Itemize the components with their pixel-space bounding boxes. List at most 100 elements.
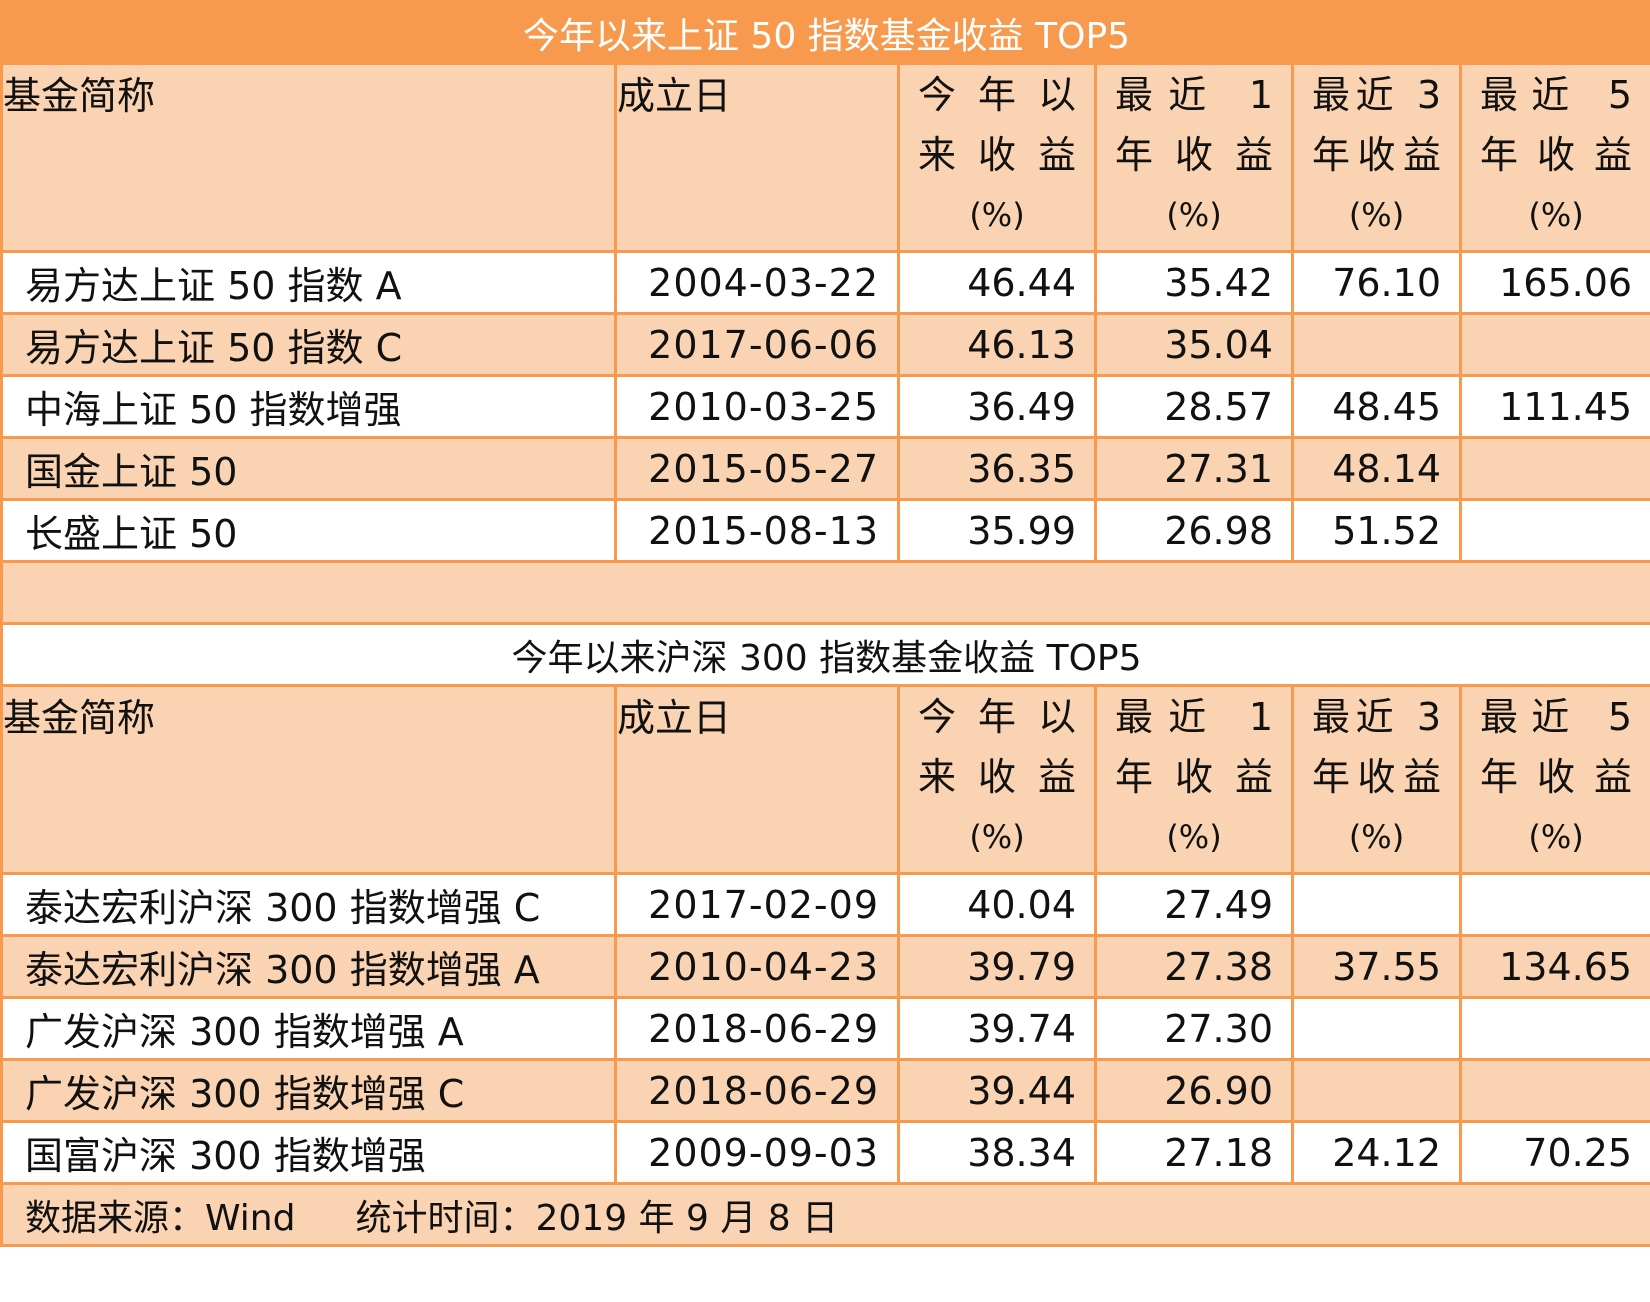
spacer-cell <box>0 560 1650 625</box>
table-row: 国富沪深 300 指数增强 2009-09-03 38.34 27.18 24.12 70… <box>0 1120 1650 1185</box>
table-row: 易方达上证 50 指数 C 2017-06-06 46.13 35.04 <box>0 312 1650 377</box>
inception-date-cell: 2018-06-29 <box>614 996 900 1061</box>
return-1y-cell: 35.42 <box>1094 250 1294 315</box>
header-fund-name: 基金简称 <box>0 62 617 253</box>
ytd-return-cell: 40.04 <box>897 872 1097 937</box>
inception-date-cell: 2010-04-23 <box>614 934 900 999</box>
table2-header-row: 基金简称 成立日 今年以 来收益 (%) 最近 1 年收益 (%) 最近 3 年… <box>0 684 1650 875</box>
table2-title-row: 今年以来沪深 300 指数基金收益 TOP5 <box>0 622 1650 687</box>
inception-date-cell: 2010-03-25 <box>614 374 900 439</box>
return-1y-cell: 27.31 <box>1094 436 1294 501</box>
fund-name-cell: 广发沪深 300 指数增强 C <box>0 1058 617 1123</box>
inception-date-cell: 2015-05-27 <box>614 436 900 501</box>
header-3y-line2: 年收益 <box>1312 133 1441 177</box>
return-3y-cell: 48.45 <box>1291 374 1462 439</box>
return-1y-cell: 27.30 <box>1094 996 1294 1061</box>
return-1y-cell: 27.38 <box>1094 934 1294 999</box>
table-row: 易方达上证 50 指数 A 2004-03-22 46.44 35.42 76.10 16… <box>0 250 1650 315</box>
header-ytd-return: 今年以 来收益 (%) <box>897 62 1097 253</box>
fund-name-cell: 国金上证 50 <box>0 436 617 501</box>
fund-name-cell: 广发沪深 300 指数增强 A <box>0 996 617 1061</box>
ytd-return-cell: 39.74 <box>897 996 1097 1061</box>
return-1y-cell: 27.49 <box>1094 872 1294 937</box>
header-1y-line1: 最近 1 <box>1115 695 1273 739</box>
return-5y-cell <box>1458 436 1650 501</box>
return-3y-cell <box>1291 872 1462 937</box>
table1-header-row: 基金简称 成立日 今年以 来收益 (%) 最近 1 年收益 (%) 最近 3 年… <box>0 62 1650 253</box>
inception-date-cell: 2004-03-22 <box>614 250 900 315</box>
header-fund-name: 基金简称 <box>0 684 617 875</box>
fund-name-cell: 国富沪深 300 指数增强 <box>0 1120 617 1185</box>
header-5y-line1: 最近 5 <box>1480 695 1633 739</box>
header-ytd-line1: 今年以 <box>918 695 1076 739</box>
footer-cell: 数据来源：Wind 统计时间：2019 年 9 月 8 日 <box>0 1182 1650 1247</box>
inception-date-cell: 2009-09-03 <box>614 1120 900 1185</box>
footer-row: 数据来源：Wind 统计时间：2019 年 9 月 8 日 <box>0 1182 1650 1247</box>
fund-name-cell: 泰达宏利沪深 300 指数增强 C <box>0 872 617 937</box>
section-spacer <box>0 560 1650 625</box>
table-row: 泰达宏利沪深 300 指数增强 A 2010-04-23 39.79 27.38 37.… <box>0 934 1650 999</box>
ytd-return-cell: 39.79 <box>897 934 1097 999</box>
header-5y-unit: (%) <box>1528 196 1584 234</box>
fund-name-cell: 中海上证 50 指数增强 <box>0 374 617 439</box>
header-ytd-line2: 来收益 <box>918 133 1076 177</box>
header-ytd-unit: (%) <box>969 818 1025 856</box>
return-1y-cell: 35.04 <box>1094 312 1294 377</box>
return-3y-cell: 48.14 <box>1291 436 1462 501</box>
data-source-text: 数据来源：Wind <box>25 1197 296 1239</box>
header-5y-line2: 年收益 <box>1480 133 1633 177</box>
fund-returns-table: 今年以来上证 50 指数基金收益 TOP5 基金简称 成立日 今年以 来收益 (… <box>0 0 1650 1247</box>
return-1y-cell: 26.98 <box>1094 498 1294 563</box>
table-row: 广发沪深 300 指数增强 C 2018-06-29 39.44 26.90 <box>0 1058 1650 1123</box>
return-5y-cell <box>1458 498 1650 563</box>
inception-date-cell: 2017-02-09 <box>614 872 900 937</box>
header-1y-line2: 年收益 <box>1115 133 1273 177</box>
header-3y-return: 最近 3 年收益 (%) <box>1291 684 1462 875</box>
header-1y-return: 最近 1 年收益 (%) <box>1094 62 1294 253</box>
table-row: 中海上证 50 指数增强 2010-03-25 36.49 28.57 48.45 111… <box>0 374 1650 439</box>
header-5y-line1: 最近 5 <box>1480 73 1633 117</box>
header-3y-unit: (%) <box>1348 818 1405 856</box>
return-5y-cell: 134.65 <box>1458 934 1650 999</box>
return-1y-cell: 28.57 <box>1094 374 1294 439</box>
header-ytd-line2: 来收益 <box>918 755 1076 799</box>
fund-name-cell: 长盛上证 50 <box>0 498 617 563</box>
return-3y-cell: 51.52 <box>1291 498 1462 563</box>
header-3y-line1: 最近 3 <box>1312 695 1441 739</box>
table-row: 广发沪深 300 指数增强 A 2018-06-29 39.74 27.30 <box>0 996 1650 1061</box>
table-row: 国金上证 50 2015-05-27 36.35 27.31 48.14 <box>0 436 1650 501</box>
header-5y-return: 最近 5 年收益 (%) <box>1458 62 1650 253</box>
table1-title: 今年以来上证 50 指数基金收益 TOP5 <box>0 0 1650 65</box>
header-1y-unit: (%) <box>1166 196 1222 234</box>
inception-date-cell: 2017-06-06 <box>614 312 900 377</box>
ytd-return-cell: 38.34 <box>897 1120 1097 1185</box>
return-3y-cell <box>1291 1058 1462 1123</box>
return-3y-cell <box>1291 996 1462 1061</box>
return-3y-cell: 24.12 <box>1291 1120 1462 1185</box>
header-ytd-return: 今年以 来收益 (%) <box>897 684 1097 875</box>
header-ytd-unit: (%) <box>969 196 1025 234</box>
fund-name-cell: 易方达上证 50 指数 A <box>0 250 617 315</box>
return-3y-cell: 37.55 <box>1291 934 1462 999</box>
header-1y-return: 最近 1 年收益 (%) <box>1094 684 1294 875</box>
header-5y-line2: 年收益 <box>1480 755 1633 799</box>
header-1y-unit: (%) <box>1166 818 1222 856</box>
return-5y-cell: 111.45 <box>1458 374 1650 439</box>
header-3y-unit: (%) <box>1348 196 1405 234</box>
header-inception-date: 成立日 <box>614 62 900 253</box>
stat-time-text: 统计时间：2019 年 9 月 8 日 <box>355 1197 839 1239</box>
ytd-return-cell: 46.44 <box>897 250 1097 315</box>
table2-title: 今年以来沪深 300 指数基金收益 TOP5 <box>0 622 1650 687</box>
return-3y-cell: 76.10 <box>1291 250 1462 315</box>
header-5y-unit: (%) <box>1528 818 1584 856</box>
header-ytd-line1: 今年以 <box>918 73 1076 117</box>
header-1y-line1: 最近 1 <box>1115 73 1273 117</box>
fund-name-cell: 泰达宏利沪深 300 指数增强 A <box>0 934 617 999</box>
table-body: 今年以来上证 50 指数基金收益 TOP5 基金简称 成立日 今年以 来收益 (… <box>0 0 1650 1247</box>
return-5y-cell: 165.06 <box>1458 250 1650 315</box>
table1-title-row: 今年以来上证 50 指数基金收益 TOP5 <box>0 0 1650 65</box>
return-5y-cell <box>1458 996 1650 1061</box>
ytd-return-cell: 39.44 <box>897 1058 1097 1123</box>
ytd-return-cell: 36.35 <box>897 436 1097 501</box>
inception-date-cell: 2018-06-29 <box>614 1058 900 1123</box>
